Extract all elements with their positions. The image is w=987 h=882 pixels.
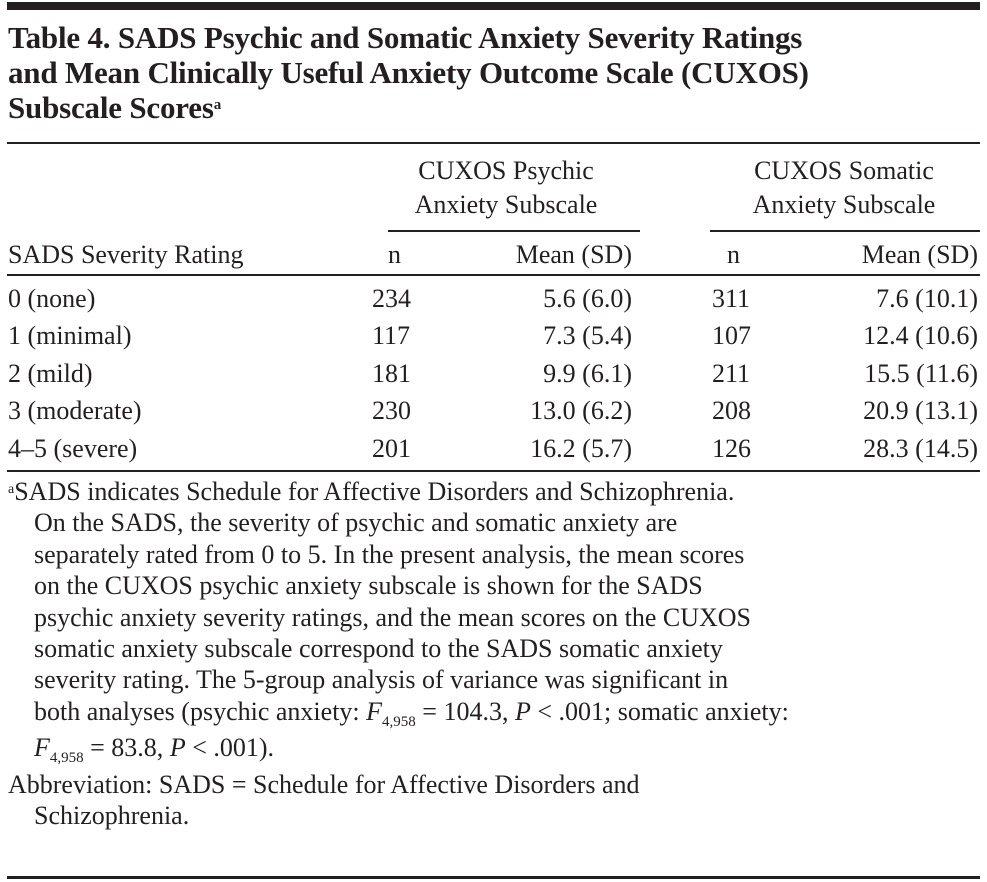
somatic-n: 208 bbox=[712, 396, 751, 425]
psychic-mean-sd: 9.9 (6.1) bbox=[543, 359, 632, 388]
psychic-mean-sd: 5.6 (6.0) bbox=[543, 284, 632, 313]
title-rule bbox=[7, 142, 980, 144]
psychic-mean-sd: 7.3 (5.4) bbox=[543, 321, 632, 350]
stat2-df: 4,958 bbox=[49, 750, 84, 767]
row-label: 4–5 (severe) bbox=[8, 434, 138, 463]
footnote-a-line-1: aSADS indicates Schedule for Affective D… bbox=[8, 476, 980, 507]
psychic-mean-sd: 16.2 (5.7) bbox=[530, 434, 632, 463]
stat1-p-value: < .001; somatic anxiety: bbox=[530, 696, 789, 726]
body-rule bbox=[7, 470, 980, 472]
row-label: 0 (none) bbox=[8, 284, 96, 313]
column-header-psychic-n: n bbox=[388, 240, 401, 269]
title-line-1: Table 4. SADS Psychic and Somatic Anxiet… bbox=[8, 20, 803, 55]
group-header-somatic: CUXOS Somatic Anxiety Subscale bbox=[708, 154, 980, 222]
table-row: 3 (moderate) 230 13.0 (6.2) 208 20.9 (13… bbox=[0, 394, 987, 427]
somatic-n: 107 bbox=[712, 321, 751, 350]
group-header-psychic-line-2: Anxiety Subscale bbox=[414, 190, 598, 219]
footnote-a-line-7: severity rating. The 5-group analysis of… bbox=[34, 665, 729, 695]
footnote-a-line-3: separately rated from 0 to 5. In the pre… bbox=[34, 539, 745, 569]
stat1-f-symbol: F bbox=[366, 696, 383, 726]
somatic-mean-sd: 12.4 (10.6) bbox=[863, 321, 978, 350]
bottom-rule bbox=[7, 876, 980, 879]
title-line-2: and Mean Clinically Useful Anxiety Outco… bbox=[8, 55, 809, 90]
psychic-mean-sd: 13.0 (6.2) bbox=[530, 396, 632, 425]
header-rule bbox=[7, 274, 980, 276]
stat1-value: = 104.3, bbox=[415, 696, 515, 726]
stat2-p-value: < .001). bbox=[185, 733, 275, 763]
group-rule-psychic bbox=[388, 230, 640, 232]
row-label: 2 (mild) bbox=[8, 359, 93, 388]
footnote-a-line-9: F4,958 = 83.8, P < .001). bbox=[8, 732, 980, 768]
somatic-mean-sd: 20.9 (13.1) bbox=[863, 396, 978, 425]
column-header-somatic-mean: Mean (SD) bbox=[861, 240, 978, 269]
abbreviation-line-2: Schizophrenia. bbox=[34, 801, 190, 831]
psychic-n: 230 bbox=[372, 396, 411, 425]
psychic-n: 234 bbox=[372, 284, 411, 313]
stat2-f-symbol: F bbox=[34, 733, 50, 763]
somatic-mean-sd: 15.5 (11.6) bbox=[864, 359, 978, 388]
psychic-n: 117 bbox=[372, 321, 411, 350]
column-header-psychic-mean: Mean (SD) bbox=[515, 240, 632, 269]
somatic-n: 126 bbox=[712, 434, 751, 463]
row-label: 1 (minimal) bbox=[8, 321, 132, 350]
top-rule bbox=[7, 2, 980, 10]
group-header-somatic-line-2: Anxiety Subscale bbox=[752, 190, 936, 219]
stat1-df: 4,958 bbox=[382, 713, 416, 730]
footnote-a-line-5: psychic anxiety severity ratings, and th… bbox=[34, 602, 751, 632]
group-header-somatic-line-1: CUXOS Somatic bbox=[754, 156, 934, 185]
footnote-a-text-8: both analyses (psychic anxiety: bbox=[34, 696, 367, 726]
somatic-n: 211 bbox=[712, 359, 751, 388]
table-row: 4–5 (severe) 201 16.2 (5.7) 126 28.3 (14… bbox=[0, 432, 987, 465]
table-row: 2 (mild) 181 9.9 (6.1) 211 15.5 (11.6) bbox=[0, 357, 987, 390]
footnote-a: aSADS indicates Schedule for Affective D… bbox=[8, 476, 980, 831]
column-header-severity: SADS Severity Rating bbox=[8, 240, 244, 269]
group-header-psychic: CUXOS Psychic Anxiety Subscale bbox=[372, 154, 640, 222]
footnote-a-line-2: On the SADS, the severity of psychic and… bbox=[34, 508, 678, 538]
psychic-n: 181 bbox=[372, 359, 411, 388]
group-header-psychic-line-1: CUXOS Psychic bbox=[418, 156, 594, 185]
table-title: Table 4. SADS Psychic and Somatic Anxiet… bbox=[8, 20, 983, 125]
footnote-a-text-1: SADS indicates Schedule for Affective Di… bbox=[14, 477, 735, 506]
psychic-n: 201 bbox=[372, 434, 411, 463]
title-line-3: Subscale Scores bbox=[8, 90, 214, 125]
stat2-value: = 83.8, bbox=[83, 733, 170, 763]
column-header-somatic-n: n bbox=[727, 240, 740, 269]
row-label: 3 (moderate) bbox=[8, 396, 142, 425]
title-footnote-marker: a bbox=[213, 97, 222, 113]
footnote-a-marker: a bbox=[8, 482, 15, 497]
abbreviation-line-1: Abbreviation: SADS = Schedule for Affect… bbox=[8, 769, 640, 799]
somatic-n: 311 bbox=[712, 284, 751, 313]
stat1-p-symbol: P bbox=[514, 696, 531, 726]
somatic-mean-sd: 7.6 (10.1) bbox=[876, 284, 978, 313]
footnote-a-line-4: on the CUXOS psychic anxiety subscale is… bbox=[34, 571, 703, 601]
column-header-row: SADS Severity Rating n Mean (SD) n Mean … bbox=[0, 238, 987, 271]
stat2-p-symbol: P bbox=[169, 733, 186, 763]
table-row: 0 (none) 234 5.6 (6.0) 311 7.6 (10.1) bbox=[0, 282, 987, 315]
somatic-mean-sd: 28.3 (14.5) bbox=[863, 434, 978, 463]
footnote-a-line-8: both analyses (psychic anxiety: F4,958 =… bbox=[8, 696, 980, 732]
footnote-a-line-6: somatic anxiety subscale correspond to t… bbox=[34, 634, 723, 664]
table-row: 1 (minimal) 117 7.3 (5.4) 107 12.4 (10.6… bbox=[0, 319, 987, 352]
group-rule-somatic bbox=[710, 230, 980, 232]
